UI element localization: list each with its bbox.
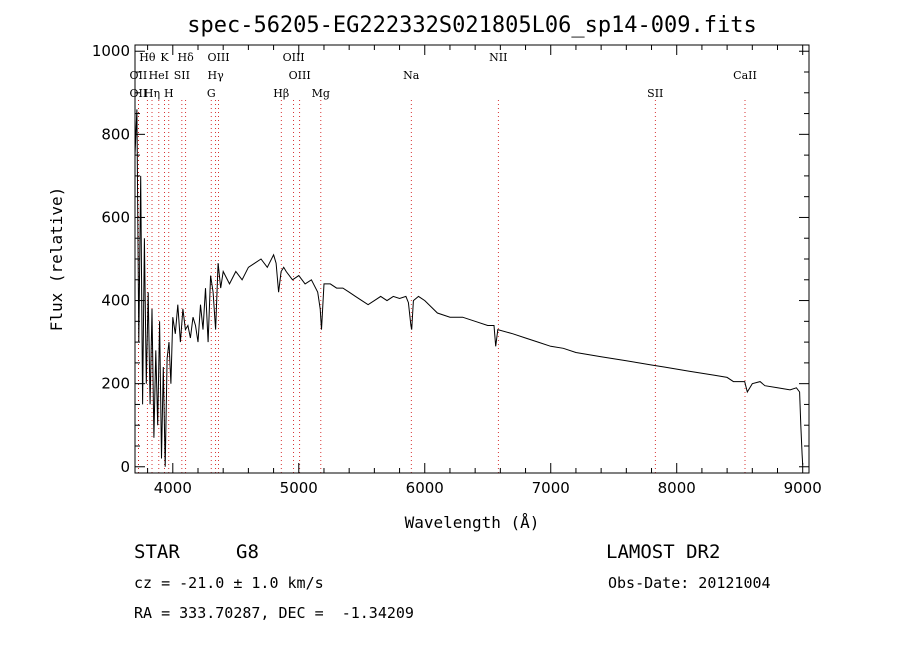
axis-ticks: 4000 5000 6000 7000 8000 9000 0 200 400 600 800 100… — [92, 42, 822, 497]
line-label: H — [164, 87, 174, 100]
line-label: Hθ — [139, 51, 156, 64]
y-tick-label: 1000 — [92, 42, 130, 60]
y-tick-label: 600 — [101, 208, 130, 226]
x-tick-label: 5000 — [280, 479, 318, 497]
line-label: Hδ — [178, 51, 195, 64]
line-label: Na — [403, 69, 420, 82]
line-label: Hγ — [208, 69, 225, 82]
y-tick-label: 200 — [101, 375, 130, 393]
spectral-line-markers: OIIOIIHθHηHeIKHSIIHδGHγOIIIHβOIIIOIIIMgN… — [130, 51, 757, 473]
y-tick-label: 800 — [101, 125, 130, 143]
x-axis-label: Wavelength (Å) — [405, 513, 540, 532]
object-class: STAR — [134, 541, 180, 563]
x-tick-label: 4000 — [154, 479, 192, 497]
line-label: SII — [174, 69, 190, 82]
object-subclass: G8 — [236, 541, 259, 563]
line-label: CaII — [733, 69, 757, 82]
y-tick-label: 400 — [101, 292, 130, 310]
chart-title: spec-56205-EG222332S021805L06_sp14-009.f… — [187, 13, 757, 38]
line-label: Hη — [144, 87, 160, 100]
y-tick-label: 0 — [120, 458, 130, 476]
x-tick-label: 8000 — [658, 479, 696, 497]
x-tick-label: 7000 — [532, 479, 570, 497]
y-axis-label: Flux (relative) — [47, 187, 66, 332]
line-label: Hβ — [273, 87, 289, 100]
line-label: Mg — [312, 87, 330, 100]
line-label: G — [207, 87, 216, 100]
line-label: OIII — [289, 69, 311, 82]
spectrum-line — [134, 109, 804, 467]
line-label: K — [160, 51, 169, 64]
coordinates: RA = 333.70287, DEC = -1.34209 — [134, 604, 414, 622]
survey-name: LAMOST DR2 — [606, 541, 721, 563]
plot-frame — [134, 44, 810, 474]
line-label: NII — [489, 51, 507, 64]
line-label: OII — [130, 69, 148, 82]
line-label: OIII — [283, 51, 305, 64]
line-label: SII — [647, 87, 663, 100]
line-label: OIII — [207, 51, 229, 64]
line-label: HeI — [149, 69, 169, 82]
redshift-cz: cz = -21.0 ± 1.0 km/s — [134, 574, 324, 592]
x-tick-label: 9000 — [784, 479, 822, 497]
line-label: OII — [130, 87, 148, 100]
obs-date: Obs-Date: 20121004 — [608, 574, 771, 592]
x-tick-label: 6000 — [406, 479, 444, 497]
